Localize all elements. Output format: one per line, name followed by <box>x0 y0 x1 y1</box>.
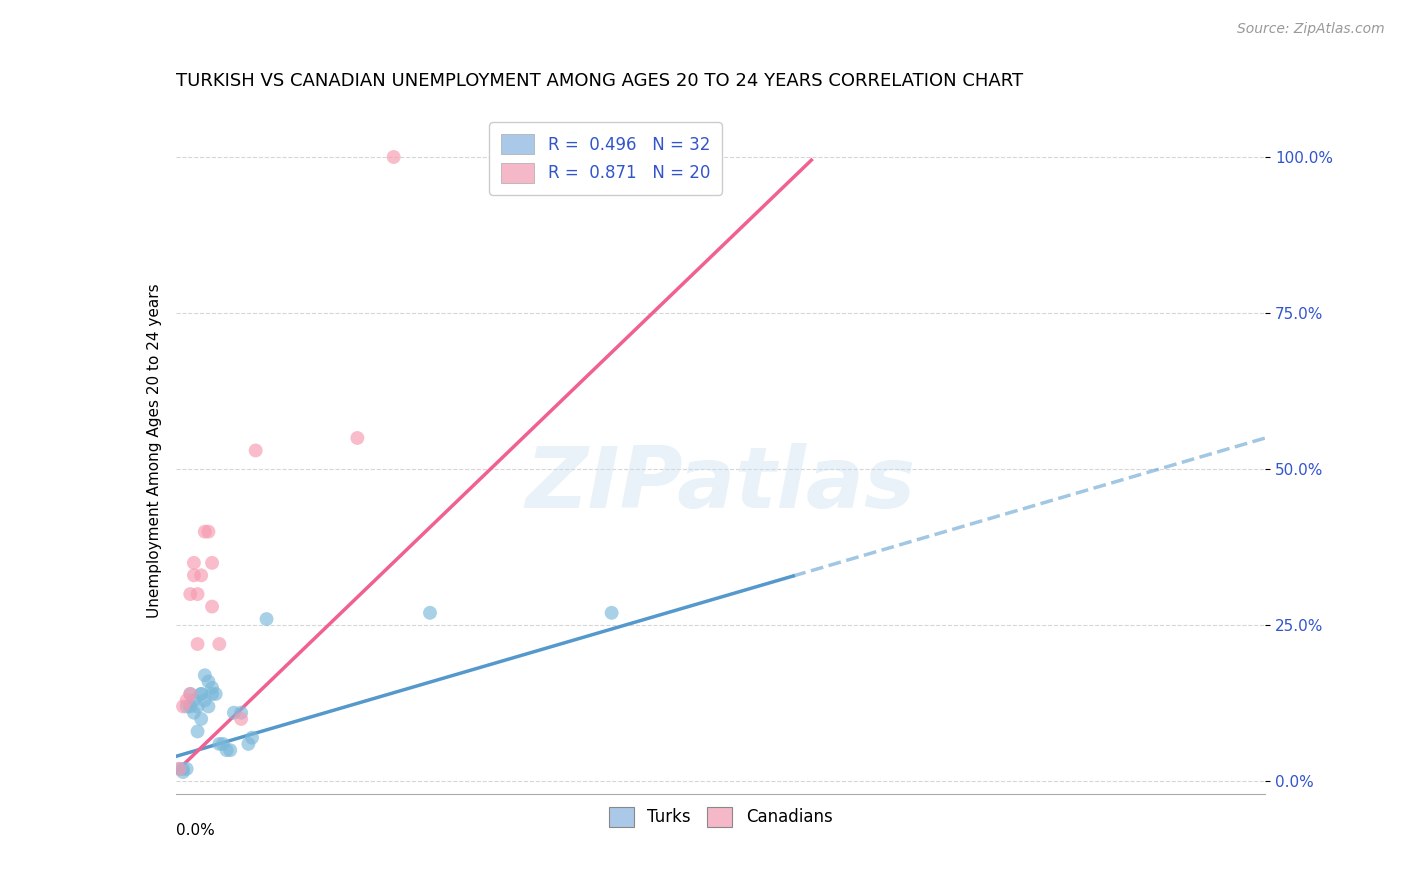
Point <box>183 693 205 707</box>
Point <box>186 587 209 601</box>
Text: 0.0%: 0.0% <box>176 823 215 838</box>
Point <box>208 737 231 751</box>
Point <box>238 737 260 751</box>
Point <box>240 731 263 745</box>
Point <box>176 699 198 714</box>
Point <box>186 724 209 739</box>
Point <box>172 762 194 776</box>
Point <box>172 765 194 780</box>
Point <box>179 687 201 701</box>
Point <box>201 599 224 614</box>
Point <box>190 687 212 701</box>
Legend: Turks, Canadians: Turks, Canadians <box>602 800 839 834</box>
Point <box>600 606 623 620</box>
Point <box>186 637 209 651</box>
Point <box>179 699 201 714</box>
Point <box>204 687 226 701</box>
Point <box>201 687 224 701</box>
Point <box>186 699 209 714</box>
Text: Source: ZipAtlas.com: Source: ZipAtlas.com <box>1237 22 1385 37</box>
Point <box>245 443 267 458</box>
Y-axis label: Unemployment Among Ages 20 to 24 years: Unemployment Among Ages 20 to 24 years <box>146 283 162 618</box>
Point <box>183 556 205 570</box>
Point <box>208 637 231 651</box>
Point <box>346 431 368 445</box>
Point <box>169 762 191 776</box>
Point <box>169 762 191 776</box>
Point <box>231 706 253 720</box>
Point <box>673 175 696 189</box>
Point <box>190 687 212 701</box>
Point <box>176 762 198 776</box>
Point <box>212 737 235 751</box>
Point <box>194 524 217 539</box>
Point <box>194 668 217 682</box>
Point <box>197 524 219 539</box>
Point <box>172 699 194 714</box>
Point <box>197 699 219 714</box>
Point <box>419 606 441 620</box>
Point <box>256 612 278 626</box>
Point <box>179 687 201 701</box>
Point <box>194 693 217 707</box>
Point <box>215 743 238 757</box>
Point <box>179 587 201 601</box>
Point <box>219 743 242 757</box>
Point <box>183 568 205 582</box>
Point <box>201 556 224 570</box>
Point <box>197 674 219 689</box>
Text: ZIPatlas: ZIPatlas <box>526 443 915 526</box>
Point <box>231 712 253 726</box>
Point <box>190 568 212 582</box>
Point <box>190 712 212 726</box>
Text: TURKISH VS CANADIAN UNEMPLOYMENT AMONG AGES 20 TO 24 YEARS CORRELATION CHART: TURKISH VS CANADIAN UNEMPLOYMENT AMONG A… <box>176 72 1024 90</box>
Point <box>201 681 224 695</box>
Point <box>382 150 405 164</box>
Point <box>222 706 245 720</box>
Point <box>176 693 198 707</box>
Point <box>183 706 205 720</box>
